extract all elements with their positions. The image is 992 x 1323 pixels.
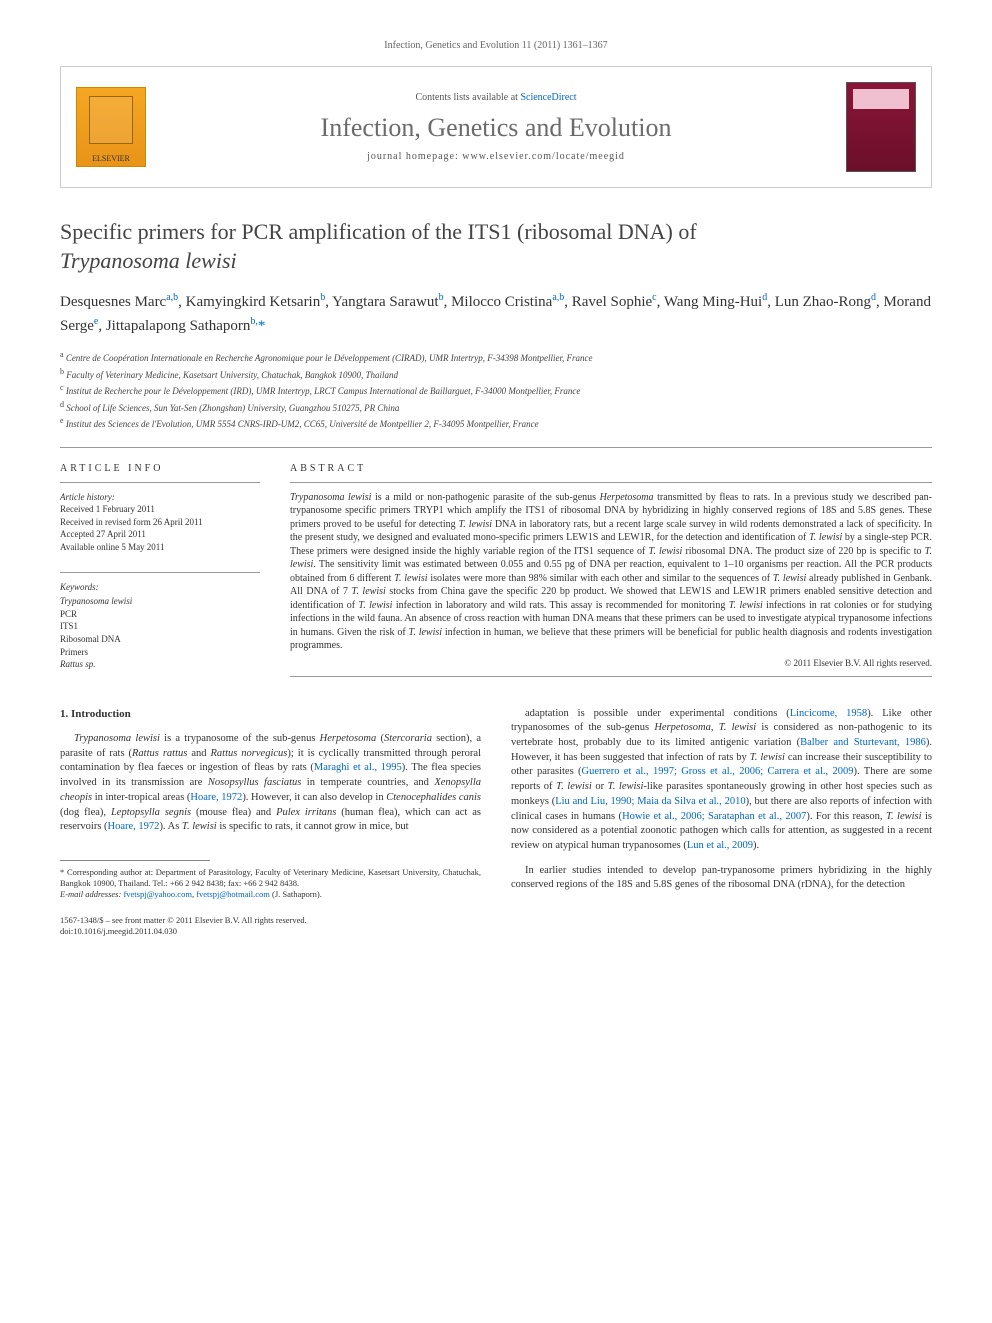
keywords: Keywords: Trypanosoma lewisi PCR ITS1 Ri… xyxy=(60,581,260,671)
homepage-url: www.elsevier.com/locate/meegid xyxy=(462,151,625,162)
keyword-1: PCR xyxy=(60,608,260,621)
keyword-3: Ribosomal DNA xyxy=(60,633,260,646)
abstract-rule xyxy=(290,482,932,483)
body-col2-p1: adaptation is possible under experimenta… xyxy=(511,707,932,854)
journal-cover-thumbnail xyxy=(846,82,916,172)
front-matter-line: 1567-1348/$ – see front matter © 2011 El… xyxy=(60,915,481,926)
affiliations: a Centre de Coopération Internationale e… xyxy=(60,349,932,432)
section-1-heading: 1. Introduction xyxy=(60,707,481,722)
article-info-heading: ARTICLE INFO xyxy=(60,463,260,474)
elsevier-logo: ELSEVIER xyxy=(76,87,146,167)
citation-text: Infection, Genetics and Evolution 11 (20… xyxy=(384,40,607,51)
affiliation-c: c Institut de Recherche pour le Développ… xyxy=(60,382,932,399)
abstract-text: Trypanosoma lewisi is a mild or non-path… xyxy=(290,491,932,653)
info-rule xyxy=(60,482,260,483)
keyword-0: Trypanosoma lewisi xyxy=(60,595,260,608)
body-col1-p1: Trypanosoma lewisi is a trypanosome of t… xyxy=(60,732,481,835)
sciencedirect-link[interactable]: ScienceDirect xyxy=(520,92,576,103)
article-history: Article history: Received 1 February 201… xyxy=(60,491,260,554)
journal-banner: ELSEVIER Contents lists available at Sci… xyxy=(60,66,932,188)
article-title: Specific primers for PCR amplification o… xyxy=(60,218,932,275)
keyword-4: Primers xyxy=(60,646,260,659)
journal-name: Infection, Genetics and Evolution xyxy=(166,113,826,143)
history-3: Available online 5 May 2011 xyxy=(60,541,260,554)
keywords-label: Keywords: xyxy=(60,581,260,594)
separator-rule xyxy=(60,447,932,448)
elsevier-label: ELSEVIER xyxy=(92,154,130,163)
column-right: adaptation is possible under experimenta… xyxy=(511,707,932,937)
homepage-line: journal homepage: www.elsevier.com/locat… xyxy=(166,151,826,162)
affiliation-b: b Faculty of Veterinary Medicine, Kasets… xyxy=(60,366,932,383)
affiliation-d-text: School of Life Sciences, Sun Yat-Sen (Zh… xyxy=(66,403,399,413)
title-line2: Trypanosoma lewisi xyxy=(60,248,237,273)
title-line1: Specific primers for PCR amplification o… xyxy=(60,219,697,244)
affiliation-d: d School of Life Sciences, Sun Yat-Sen (… xyxy=(60,399,932,416)
running-header: Infection, Genetics and Evolution 11 (20… xyxy=(60,40,932,51)
info-rule-2 xyxy=(60,572,260,573)
history-0: Received 1 February 2011 xyxy=(60,503,260,516)
abstract: ABSTRACT Trypanosoma lewisi is a mild or… xyxy=(290,463,932,677)
column-left: 1. Introduction Trypanosoma lewisi is a … xyxy=(60,707,481,937)
affiliation-c-text: Institut de Recherche pour le Développem… xyxy=(66,386,581,396)
banner-center: Contents lists available at ScienceDirec… xyxy=(166,92,826,162)
affiliation-a-text: Centre de Coopération Internationale en … xyxy=(66,353,593,363)
info-abstract-row: ARTICLE INFO Article history: Received 1… xyxy=(60,463,932,677)
abstract-copyright: © 2011 Elsevier B.V. All rights reserved… xyxy=(290,658,932,668)
abstract-heading: ABSTRACT xyxy=(290,463,932,474)
bottom-matter: 1567-1348/$ – see front matter © 2011 El… xyxy=(60,915,481,937)
keyword-2: ITS1 xyxy=(60,620,260,633)
footnotes: * Corresponding author at: Department of… xyxy=(60,867,481,900)
email-addresses: E-mail addresses: fvetspj@yahoo.com, fve… xyxy=(60,889,481,900)
email-values: fvetspj@yahoo.com, fvetspj@hotmail.com (… xyxy=(123,889,321,899)
email-label: E-mail addresses: xyxy=(60,889,121,899)
affiliation-a: a Centre de Coopération Internationale e… xyxy=(60,349,932,366)
contents-prefix: Contents lists available at xyxy=(415,92,520,103)
affiliation-e-text: Institut des Sciences de l'Evolution, UM… xyxy=(66,419,539,429)
history-1: Received in revised form 26 April 2011 xyxy=(60,516,260,529)
body-columns: 1. Introduction Trypanosoma lewisi is a … xyxy=(60,707,932,937)
affiliation-e: e Institut des Sciences de l'Evolution, … xyxy=(60,415,932,432)
contents-line: Contents lists available at ScienceDirec… xyxy=(166,92,826,103)
keyword-5: Rattus sp. xyxy=(60,658,260,671)
corresponding-author: * Corresponding author at: Department of… xyxy=(60,867,481,889)
body-col2-p2: In earlier studies intended to develop p… xyxy=(511,864,932,893)
affiliation-b-text: Faculty of Veterinary Medicine, Kasetsar… xyxy=(66,370,398,380)
abstract-bottom-rule xyxy=(290,676,932,677)
doi-line: doi:10.1016/j.meegid.2011.04.030 xyxy=(60,926,481,937)
homepage-prefix: journal homepage: xyxy=(367,151,462,162)
article-info: ARTICLE INFO Article history: Received 1… xyxy=(60,463,260,677)
history-2: Accepted 27 April 2011 xyxy=(60,528,260,541)
author-list: Desquesnes Marca,b, Kamyingkird Ketsarin… xyxy=(60,290,932,337)
footnote-separator xyxy=(60,860,210,861)
history-label: Article history: xyxy=(60,491,260,504)
